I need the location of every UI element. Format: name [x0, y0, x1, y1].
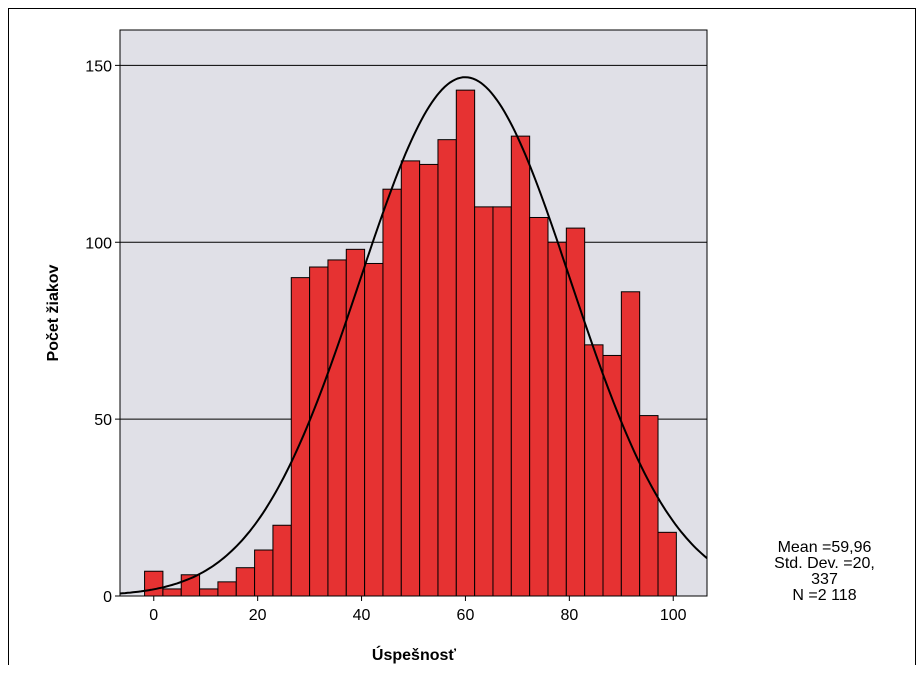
- histogram-bar: [382, 188, 402, 597]
- n-stat: N =2 118: [792, 587, 857, 604]
- y-axis-ticks: 0 50 100 150: [85, 58, 120, 606]
- histogram-bar: [400, 160, 421, 597]
- histogram-bar: [419, 163, 439, 597]
- histogram-bar: [657, 531, 677, 597]
- x-axis-label: Úspešnosť: [372, 645, 456, 664]
- std-dev-stat: Std. Dev. =20,: [774, 555, 875, 572]
- histogram-bar: [547, 241, 567, 597]
- statistics-box: Mean =59,96 Std. Dev. =20, 337 N =2 118: [737, 540, 912, 604]
- histogram-bar: [162, 588, 182, 597]
- histogram-bar: [272, 524, 292, 597]
- x-tick-label: 0: [149, 607, 158, 624]
- x-tick-label: 60: [457, 607, 475, 624]
- x-tick-label: 40: [353, 607, 371, 624]
- normal-curve: [119, 76, 708, 595]
- histogram-bar: [345, 248, 366, 597]
- mean-stat: Mean =59,96: [777, 539, 872, 556]
- histogram-bar: [235, 567, 256, 597]
- y-tick-label: 50: [94, 412, 112, 429]
- y-tick-label: 100: [85, 235, 112, 252]
- histogram-bar: [290, 277, 311, 597]
- x-tick-label: 100: [660, 607, 687, 624]
- histogram-bar: [254, 549, 274, 597]
- histogram-bar: [309, 266, 329, 597]
- histogram-bar: [217, 581, 237, 597]
- histogram-bar: [474, 206, 494, 597]
- histogram-bar: [492, 206, 512, 597]
- x-axis-ticks: 0 20 40 60 80 100: [149, 596, 687, 624]
- histogram-bar: [437, 139, 457, 597]
- histogram-bar: [455, 89, 476, 597]
- histogram-bar: [602, 354, 622, 597]
- histogram-bars: [144, 89, 677, 597]
- histogram-bar: [199, 588, 219, 597]
- plot-border: [119, 29, 708, 597]
- std-dev-stat-continued: 337: [811, 571, 838, 588]
- x-tick-label: 20: [249, 607, 267, 624]
- histogram-bar: [584, 344, 604, 597]
- histogram-bar: [510, 135, 531, 597]
- histogram-bar: [364, 262, 384, 597]
- y-tick-label: 0: [103, 589, 112, 606]
- histogram-bar: [327, 259, 347, 597]
- x-tick-label: 80: [560, 607, 578, 624]
- histogram-bar: [529, 216, 549, 597]
- histogram-bar: [565, 227, 586, 597]
- histogram-bar: [144, 570, 164, 597]
- y-axis-label: Počet žiakov: [45, 264, 62, 361]
- y-tick-label: 150: [85, 58, 112, 75]
- histogram-bar: [639, 415, 659, 597]
